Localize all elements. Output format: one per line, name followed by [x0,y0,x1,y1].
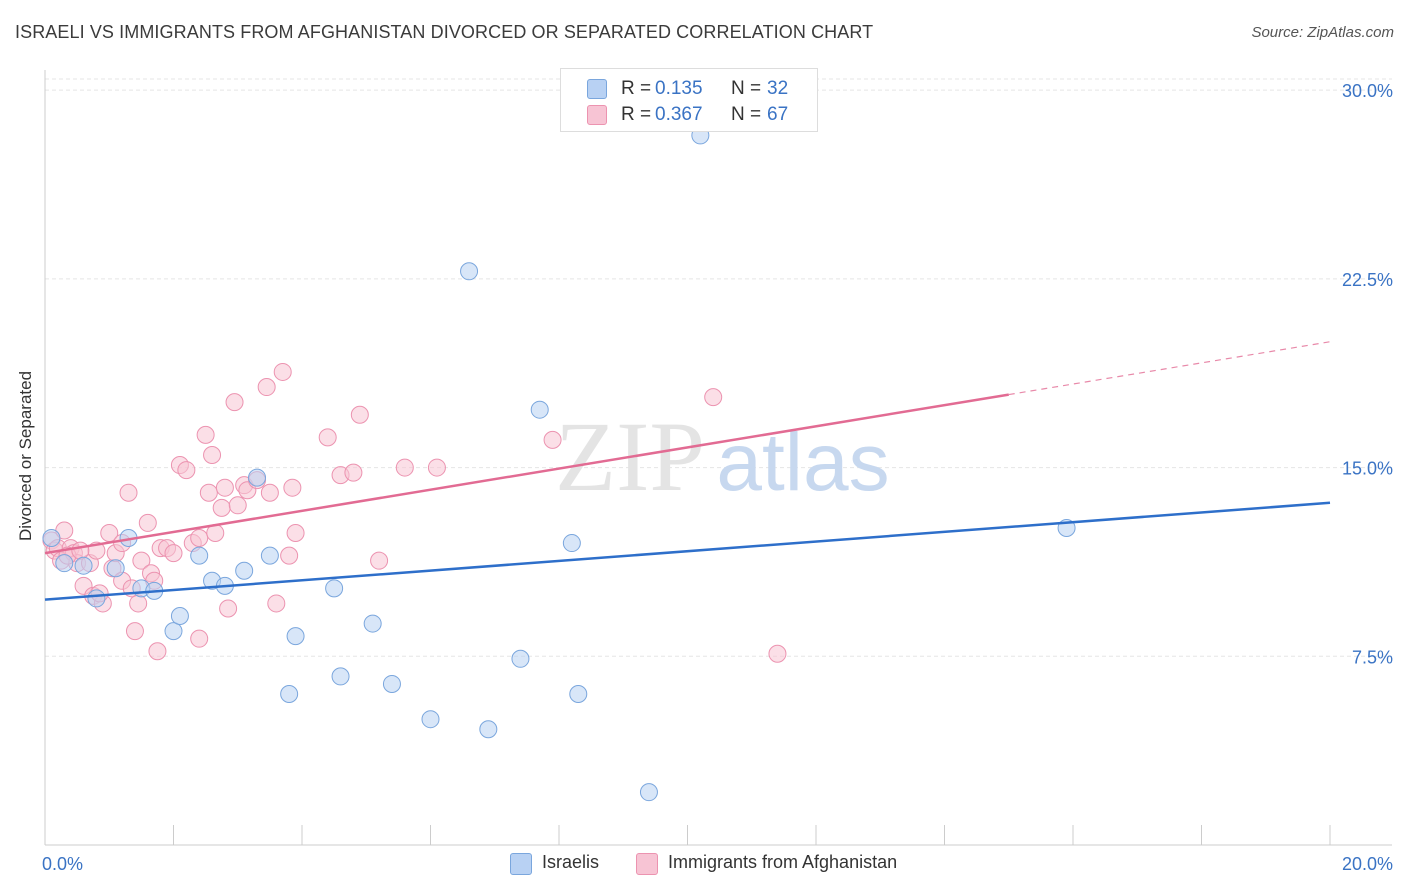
afghanistan-point [704,388,723,407]
afghanistan-point [148,642,167,661]
israelis-point [87,589,106,608]
afghanistan-point [119,483,138,502]
israelis-point [511,649,530,668]
israelis-point [235,561,254,580]
afghanistan-trend-line [44,393,1009,555]
afghanistan-point [273,362,292,381]
afghanistan-point [344,463,363,482]
afghanistan-point [228,496,247,515]
x-tick-label: 20.0% [1342,854,1393,874]
israelis-point [460,262,479,281]
y-tick-label: 30.0% [1342,81,1393,101]
afghanistan-point [215,478,234,497]
afghanistan-point [129,594,148,613]
afghanistan-point [219,599,238,618]
israelis-point [190,546,209,565]
afghanistan-point [164,544,183,563]
afghanistan-point [71,541,90,560]
israelis-point [382,674,401,693]
bottom-legend-swatch-pink [636,853,658,875]
bottom-legend-swatch-blue [510,853,532,875]
israelis-point [170,607,189,626]
israelis-point [530,400,549,419]
israelis-point [363,614,382,633]
series-israelis-points [42,126,1076,802]
correlation-legend: R = 0.135 N = 32 R = 0.367 N = 67 [560,68,818,132]
afghanistan-point [395,458,414,477]
israelis-point [42,529,61,548]
israelis-point [479,720,498,739]
israelis-point [331,667,350,686]
watermark: ZIP atlas [555,401,890,512]
israelis-point [260,546,279,565]
afghanistan-point [225,393,244,412]
afghanistan-point [427,458,446,477]
legend-n-label: N = [731,78,762,99]
source-label: Source: ZipAtlas.com [1251,24,1394,41]
afghanistan-point [370,551,389,570]
israelis-trend-line [44,501,1331,601]
afghanistan-point [768,644,787,663]
israelis-point [164,622,183,641]
x-tick-label: 0.0% [42,854,83,874]
afghanistan-point [212,498,231,517]
legend-n-label: N = [731,104,762,125]
afghanistan-point [199,483,218,502]
legend-n-value: 67 [767,104,789,125]
afghanistan-point [190,529,209,548]
israelis-point [106,559,125,578]
israelis-point [569,685,588,704]
bottom-legend-label: Israelis [542,852,600,872]
legend-r-value: 0.367 [655,104,703,125]
israelis-point [562,534,581,553]
afghanistan-point [260,483,279,502]
afghanistan-point [196,425,215,444]
legend-r-value: 0.135 [655,78,703,99]
y-tick-label: 15.0% [1342,459,1393,479]
afghanistan-trend-extension [1008,341,1331,396]
legend-r-label: R = [621,78,652,99]
chart-title: ISRAELI VS IMMIGRANTS FROM AFGHANISTAN D… [15,22,874,42]
israelis-point [248,468,267,487]
israelis-point [74,556,93,575]
afghanistan-point [257,378,276,397]
afghanistan-point [132,551,151,570]
legend-n-value: 32 [767,78,789,99]
israelis-point [325,579,344,598]
afghanistan-point [267,594,286,613]
legend-swatch-pink [587,105,607,125]
israelis-point [639,783,658,802]
legend-r-label: R = [621,104,652,125]
afghanistan-point [280,546,299,565]
israelis-point [421,710,440,729]
israelis-point [286,627,305,646]
afghanistan-point [318,428,337,447]
legend-swatch-blue [587,79,607,99]
afghanistan-point [350,405,369,424]
afghanistan-point [138,513,157,532]
watermark-atlas: atlas [716,417,889,508]
afghanistan-point [283,478,302,497]
afghanistan-point [125,622,144,641]
afghanistan-point [286,523,305,542]
y-tick-label: 7.5% [1352,647,1393,667]
bottom-legend-label: Immigrants from Afghanistan [668,852,898,872]
series-afghanistan-points [42,362,787,663]
axes [44,70,1392,846]
afghanistan-point [543,430,562,449]
afghanistan-point [177,461,196,480]
y-tick-label: 22.5% [1342,270,1393,290]
afghanistan-point [190,629,209,648]
israelis-point [55,554,74,573]
trend-lines [44,341,1331,601]
tick-labels: 7.5% 15.0% 22.5% 30.0% 0.0% 20.0% [42,81,1393,874]
afghanistan-point [203,445,222,464]
israelis-point [280,685,299,704]
